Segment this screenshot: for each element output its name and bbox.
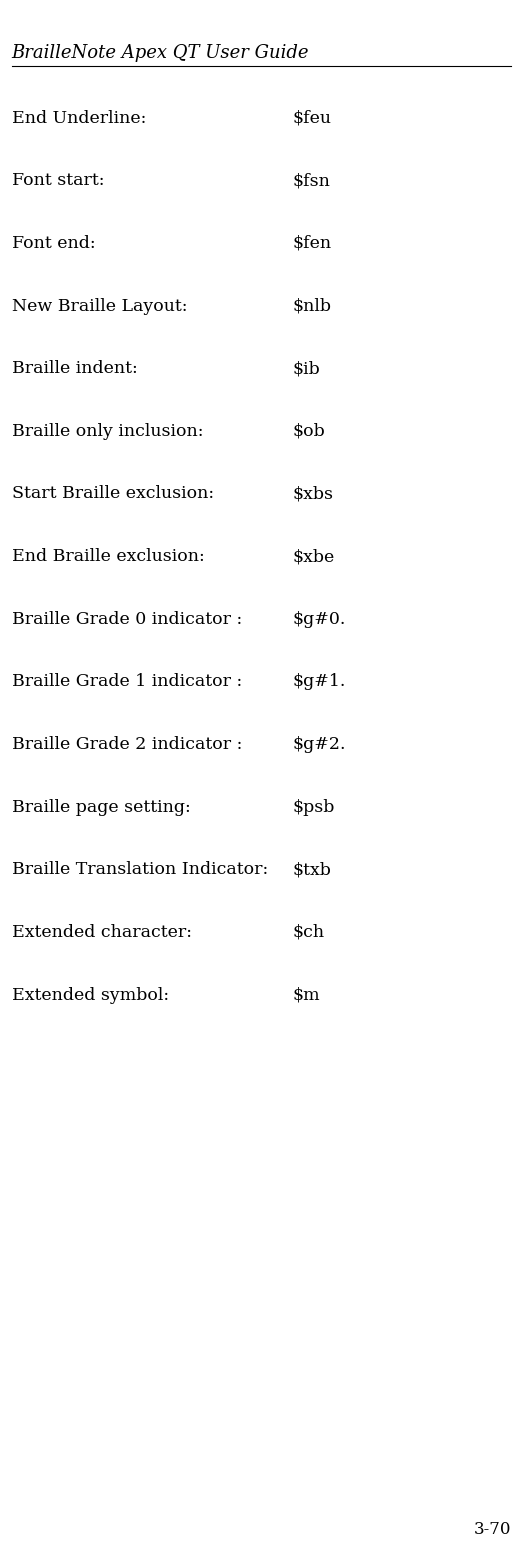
Text: BrailleNote Apex QT User Guide: BrailleNote Apex QT User Guide [12,44,309,61]
Text: Braille only inclusion:: Braille only inclusion: [12,423,203,440]
Text: New Braille Layout:: New Braille Layout: [12,298,187,315]
Text: $fen: $fen [293,235,332,252]
Text: Braille Grade 2 indicator :: Braille Grade 2 indicator : [12,736,242,753]
Text: $g#2.: $g#2. [293,736,346,753]
Text: Extended character:: Extended character: [12,924,191,941]
Text: 3-70: 3-70 [474,1521,511,1538]
Text: $ib: $ib [293,360,321,377]
Text: End Braille exclusion:: End Braille exclusion: [12,548,204,565]
Text: Braille page setting:: Braille page setting: [12,799,190,816]
Text: Font start:: Font start: [12,172,104,189]
Text: Extended symbol:: Extended symbol: [12,987,168,1004]
Text: $ob: $ob [293,423,326,440]
Text: Braille indent:: Braille indent: [12,360,137,377]
Text: $xbe: $xbe [293,548,335,565]
Text: Start Braille exclusion:: Start Braille exclusion: [12,485,213,503]
Text: $ch: $ch [293,924,325,941]
Text: $psb: $psb [293,799,335,816]
Text: $xbs: $xbs [293,485,334,503]
Text: $m: $m [293,987,321,1004]
Text: Braille Grade 1 indicator :: Braille Grade 1 indicator : [12,673,242,691]
Text: Font end:: Font end: [12,235,95,252]
Text: $feu: $feu [293,110,332,127]
Text: $fsn: $fsn [293,172,331,189]
Text: Braille Grade 0 indicator :: Braille Grade 0 indicator : [12,611,242,628]
Text: End Underline:: End Underline: [12,110,146,127]
Text: $txb: $txb [293,861,332,879]
Text: $nlb: $nlb [293,298,332,315]
Text: $g#0.: $g#0. [293,611,346,628]
Text: $g#1.: $g#1. [293,673,346,691]
Text: Braille Translation Indicator:: Braille Translation Indicator: [12,861,268,879]
